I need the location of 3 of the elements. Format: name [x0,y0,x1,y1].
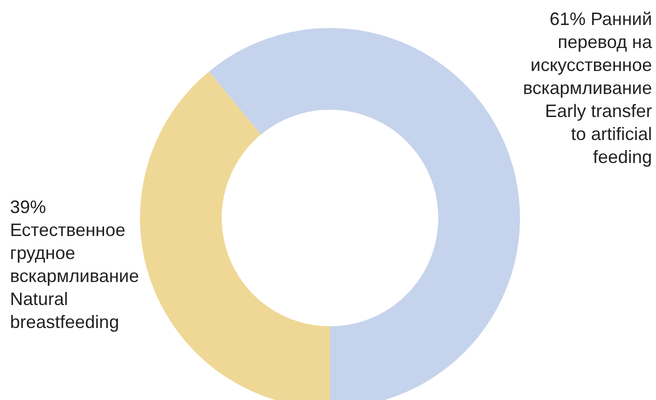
slice-label: Естественное грудное вскармливание Natural breastfeeding [10,220,139,332]
slice-label: 61% Ранний перевод на искусственное вскармливание Early transfer to artificial feeding [522,8,652,169]
data-label: 39% [10,197,46,217]
